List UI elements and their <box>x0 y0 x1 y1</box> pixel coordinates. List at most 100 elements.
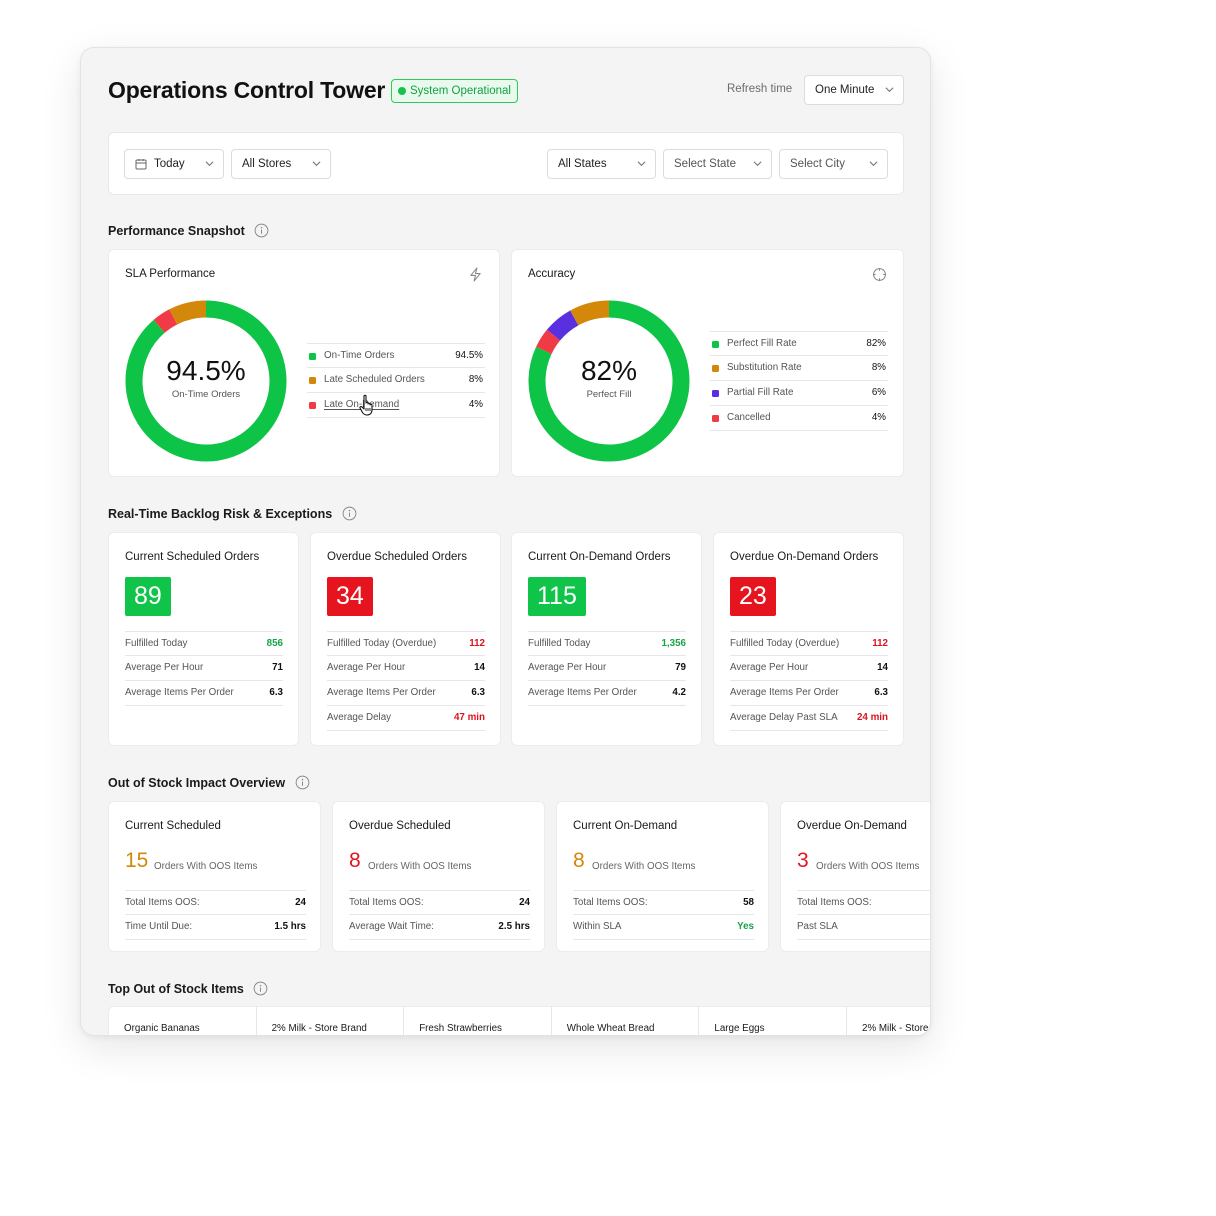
stat-row: Fulfilled Today 1,356 <box>528 631 686 656</box>
dashboard-window: Operations Control Tower System Operatio… <box>80 47 931 1036</box>
donut-segment-cancelled[interactable] <box>536 329 561 355</box>
backlog-card[interactable]: Current On-Demand Orders 115 Fulfilled Tod… <box>511 532 702 746</box>
top-oos-item[interactable]: 2% Milk - Store <box>847 1007 930 1035</box>
info-icon[interactable] <box>253 981 268 996</box>
stat-row: Within SLA Yes <box>573 915 754 940</box>
legend-item[interactable]: Perfect Fill Rate 82% <box>710 331 888 356</box>
accuracy-donut-subtitle: Perfect Fill <box>586 389 632 400</box>
stat-row: Total Items OOS: <box>797 890 930 915</box>
stat-row: Fulfilled Today (Overdue) 112 <box>730 631 888 656</box>
donut-segment-late-on-demand[interactable] <box>153 309 178 333</box>
stat-value: 71 <box>272 662 283 673</box>
legend-label: Late On-Demand <box>324 399 400 410</box>
stat-value: 112 <box>469 638 485 649</box>
top-oos-item[interactable]: Organic Bananas <box>109 1007 257 1035</box>
sla-donut-chart <box>125 300 287 462</box>
donut-segment-on-time-orders[interactable] <box>125 300 287 462</box>
donut-segment-partial-fill-rate[interactable] <box>546 310 579 341</box>
legend-swatch <box>309 353 316 360</box>
backlog-count-badge: 89 <box>125 577 171 616</box>
legend-item[interactable]: Late Scheduled Orders 8% <box>307 368 485 393</box>
stat-label: Average Per Hour <box>528 662 607 673</box>
lightning-icon <box>470 267 481 282</box>
accuracy-card-title: Accuracy <box>528 268 576 280</box>
stat-value: 4.2 <box>672 687 686 698</box>
oos-card[interactable]: Current On-Demand 8 Orders With OOS Items T… <box>556 801 769 952</box>
legend-item[interactable]: Partial Fill Rate 6% <box>710 381 888 406</box>
legend-value: 94.5% <box>455 350 483 361</box>
stat-label: Fulfilled Today <box>528 638 591 649</box>
city-select-placeholder: Select City <box>790 158 845 170</box>
state-select[interactable]: Select State <box>663 149 772 179</box>
stat-label: Fulfilled Today (Overdue) <box>730 638 840 649</box>
oos-card-title: Current On-Demand <box>573 820 678 832</box>
refresh-time-value: One Minute <box>815 84 875 96</box>
oos-card[interactable]: Current Scheduled 15 Orders With OOS Items… <box>108 801 321 952</box>
top-oos-items-strip: Organic Bananas 2% Milk - Store Brand Fres… <box>108 1006 930 1035</box>
stat-row: Fulfilled Today (Overdue) 112 <box>327 631 485 656</box>
legend-value: 6% <box>871 387 886 398</box>
info-icon[interactable] <box>295 775 310 790</box>
legend-item[interactable]: On-Time Orders 94.5% <box>307 343 485 368</box>
date-filter-value: Today <box>154 158 185 170</box>
chevron-down-icon <box>885 87 894 93</box>
stat-row: Average Per Hour 71 <box>125 656 283 681</box>
chevron-down-icon <box>312 161 321 167</box>
city-select[interactable]: Select City <box>779 149 888 179</box>
stat-label: Total Items OOS: <box>797 897 872 908</box>
stores-filter[interactable]: All Stores <box>231 149 331 179</box>
backlog-card[interactable]: Current Scheduled Orders 89 Fulfilled Toda… <box>108 532 299 746</box>
oos-card[interactable]: Overdue On-Demand 3 Orders With OOS Items T… <box>780 801 930 952</box>
legend-item[interactable]: Cancelled 4% <box>710 406 888 431</box>
status-dot-icon <box>398 87 406 95</box>
oos-card-title: Overdue On-Demand <box>797 820 907 832</box>
oos-card[interactable]: Overdue Scheduled 8 Orders With OOS Items T… <box>332 801 545 952</box>
states-filter-value: All States <box>558 158 607 170</box>
oos-subtitle: Orders With OOS Items <box>154 861 258 872</box>
oos-card-title: Current Scheduled <box>125 820 221 832</box>
date-filter[interactable]: Today <box>124 149 224 179</box>
legend-swatch <box>309 402 316 409</box>
performance-section-title: Performance Snapshot <box>108 223 269 238</box>
chevron-down-icon <box>637 161 646 167</box>
donut-segment-late-scheduled-orders[interactable] <box>169 300 207 325</box>
stat-label: Average Per Hour <box>730 662 809 673</box>
legend-value: 82% <box>866 338 886 349</box>
info-icon[interactable] <box>342 506 357 521</box>
legend-value: 8% <box>468 374 483 385</box>
legend-label: On-Time Orders <box>324 350 395 361</box>
stat-label: Average Items Per Order <box>528 687 637 698</box>
stat-row: Average Items Per Order 6.3 <box>125 681 283 706</box>
top-oos-item[interactable]: Fresh Strawberries <box>404 1007 552 1035</box>
stat-value: Yes <box>737 921 754 932</box>
oos-subtitle: Orders With OOS Items <box>816 861 920 872</box>
stat-label: Total Items OOS: <box>125 897 200 908</box>
legend-swatch <box>712 365 719 372</box>
info-icon[interactable] <box>254 223 269 238</box>
donut-segment-substitution-rate[interactable] <box>570 300 610 326</box>
donut-segment-perfect-fill-rate[interactable] <box>528 300 690 462</box>
stat-label: Average Per Hour <box>125 662 204 673</box>
legend-label: Late Scheduled Orders <box>324 374 425 385</box>
performance-section-label: Performance Snapshot <box>108 224 245 238</box>
stat-value: 1,356 <box>661 638 686 649</box>
top-oos-item[interactable]: 2% Milk - Store Brand <box>257 1007 405 1035</box>
legend-swatch <box>712 390 719 397</box>
top-oos-item[interactable]: Whole Wheat Bread <box>552 1007 700 1035</box>
top-oos-item[interactable]: Large Eggs <box>699 1007 847 1035</box>
legend-item[interactable]: Substitution Rate 8% <box>710 356 888 381</box>
hand-pointer-cursor-icon <box>359 394 373 416</box>
backlog-stats: Fulfilled Today 856 Average Per Hour 71 Aver… <box>125 631 283 706</box>
backlog-card[interactable]: Overdue On-Demand Orders 23 Fulfilled Toda… <box>713 532 904 746</box>
stat-value: 47 min <box>453 712 485 723</box>
page-title: Operations Control Tower <box>108 77 386 103</box>
oos-stats: Total Items OOS: Past SLA <box>797 890 930 940</box>
backlog-section-title: Real-Time Backlog Risk & Exceptions <box>108 506 357 521</box>
backlog-section-label: Real-Time Backlog Risk & Exceptions <box>108 507 333 521</box>
backlog-card-title: Current On-Demand Orders <box>528 551 671 563</box>
refresh-time-select[interactable]: One Minute <box>804 75 904 105</box>
status-text: System Operational <box>410 85 511 97</box>
states-filter[interactable]: All States <box>547 149 656 179</box>
legend-item[interactable]: Late On-Demand 4% <box>307 393 485 418</box>
backlog-card[interactable]: Overdue Scheduled Orders 34 Fulfilled Toda… <box>310 532 501 746</box>
